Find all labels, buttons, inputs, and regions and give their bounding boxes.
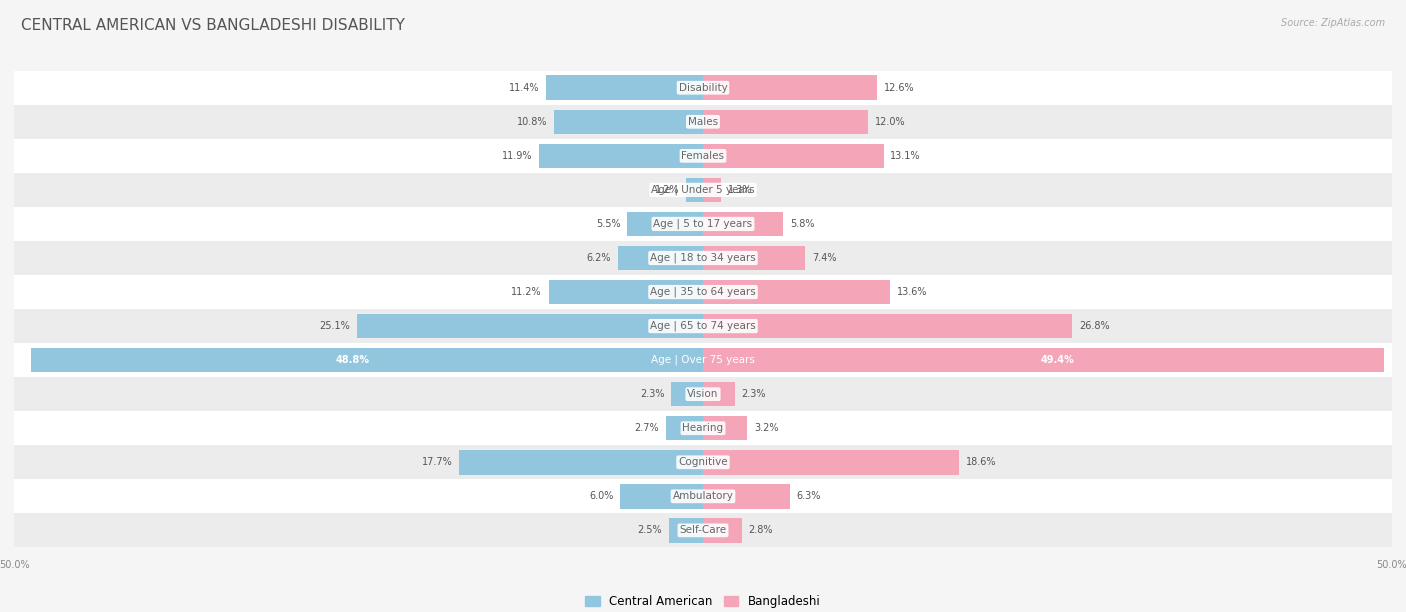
Text: Disability: Disability: [679, 83, 727, 93]
Bar: [548, 280, 703, 304]
Bar: [14, 446, 1392, 479]
Text: 12.6%: 12.6%: [883, 83, 914, 93]
Text: 12.0%: 12.0%: [875, 117, 905, 127]
Bar: [686, 177, 703, 202]
Bar: [546, 75, 703, 100]
Bar: [14, 411, 1392, 446]
Bar: [460, 450, 703, 474]
Bar: [669, 518, 703, 543]
Text: Vision: Vision: [688, 389, 718, 399]
Text: 1.3%: 1.3%: [728, 185, 752, 195]
Bar: [703, 348, 1384, 372]
Bar: [627, 212, 703, 236]
Legend: Central American, Bangladeshi: Central American, Bangladeshi: [585, 595, 821, 608]
Text: 18.6%: 18.6%: [966, 457, 997, 468]
Bar: [357, 314, 703, 338]
Text: Age | 35 to 64 years: Age | 35 to 64 years: [650, 287, 756, 297]
Bar: [31, 348, 703, 372]
Bar: [14, 513, 1392, 547]
Text: 6.3%: 6.3%: [797, 491, 821, 501]
Text: Hearing: Hearing: [682, 424, 724, 433]
Text: 6.2%: 6.2%: [586, 253, 610, 263]
Bar: [14, 309, 1392, 343]
Text: 25.1%: 25.1%: [319, 321, 350, 331]
Text: Age | 18 to 34 years: Age | 18 to 34 years: [650, 253, 756, 263]
Bar: [703, 450, 959, 474]
Text: Age | 65 to 74 years: Age | 65 to 74 years: [650, 321, 756, 331]
Text: Females: Females: [682, 151, 724, 161]
Bar: [703, 382, 735, 406]
Text: Age | Under 5 years: Age | Under 5 years: [651, 185, 755, 195]
Bar: [703, 110, 869, 134]
Text: 2.5%: 2.5%: [637, 525, 662, 536]
Bar: [703, 177, 721, 202]
Text: Self-Care: Self-Care: [679, 525, 727, 536]
Bar: [14, 71, 1392, 105]
Bar: [14, 377, 1392, 411]
Text: 13.1%: 13.1%: [890, 151, 921, 161]
Text: 2.8%: 2.8%: [748, 525, 773, 536]
Text: Age | Over 75 years: Age | Over 75 years: [651, 355, 755, 365]
Text: 2.7%: 2.7%: [634, 424, 659, 433]
Text: 11.2%: 11.2%: [512, 287, 541, 297]
Bar: [14, 343, 1392, 377]
Text: 11.9%: 11.9%: [502, 151, 531, 161]
Text: CENTRAL AMERICAN VS BANGLADESHI DISABILITY: CENTRAL AMERICAN VS BANGLADESHI DISABILI…: [21, 18, 405, 34]
Bar: [671, 382, 703, 406]
Text: 1.2%: 1.2%: [655, 185, 679, 195]
Bar: [703, 518, 741, 543]
Bar: [14, 173, 1392, 207]
Text: 5.8%: 5.8%: [790, 219, 814, 229]
Bar: [620, 484, 703, 509]
Text: 5.5%: 5.5%: [596, 219, 620, 229]
Text: 7.4%: 7.4%: [811, 253, 837, 263]
Text: 6.0%: 6.0%: [589, 491, 613, 501]
Bar: [703, 75, 876, 100]
Text: Ambulatory: Ambulatory: [672, 491, 734, 501]
Text: 11.4%: 11.4%: [509, 83, 538, 93]
Text: Source: ZipAtlas.com: Source: ZipAtlas.com: [1281, 18, 1385, 28]
Text: 13.6%: 13.6%: [897, 287, 928, 297]
Bar: [14, 139, 1392, 173]
Text: Cognitive: Cognitive: [678, 457, 728, 468]
Bar: [703, 314, 1073, 338]
Bar: [14, 275, 1392, 309]
Text: 17.7%: 17.7%: [422, 457, 453, 468]
Bar: [666, 416, 703, 441]
Bar: [14, 479, 1392, 513]
Bar: [703, 144, 883, 168]
Bar: [14, 241, 1392, 275]
Text: 49.4%: 49.4%: [1040, 355, 1074, 365]
Bar: [703, 246, 806, 271]
Bar: [703, 212, 783, 236]
Text: 2.3%: 2.3%: [640, 389, 665, 399]
Text: Age | 5 to 17 years: Age | 5 to 17 years: [654, 218, 752, 229]
Bar: [617, 246, 703, 271]
Bar: [14, 207, 1392, 241]
Text: 10.8%: 10.8%: [517, 117, 547, 127]
Bar: [703, 416, 747, 441]
Bar: [703, 280, 890, 304]
Text: 2.3%: 2.3%: [741, 389, 766, 399]
Bar: [14, 105, 1392, 139]
Bar: [703, 484, 790, 509]
Text: 3.2%: 3.2%: [754, 424, 779, 433]
Text: Males: Males: [688, 117, 718, 127]
Bar: [554, 110, 703, 134]
Bar: [538, 144, 703, 168]
Text: 26.8%: 26.8%: [1080, 321, 1109, 331]
Text: 48.8%: 48.8%: [336, 355, 370, 365]
